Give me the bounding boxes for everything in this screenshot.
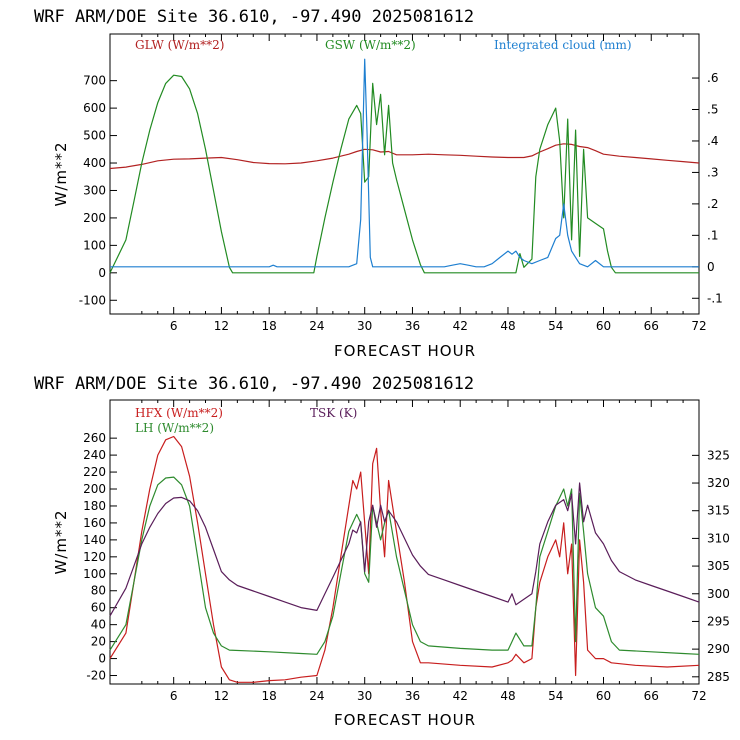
series-line-0-0 <box>109 143 700 170</box>
y-tick-label: 400 <box>83 156 106 170</box>
x-tick-label: 72 <box>691 689 706 703</box>
y2-tick-label: .3 <box>707 165 718 179</box>
top-plot-frame <box>109 33 700 315</box>
y-tick-label: 260 <box>83 431 106 445</box>
bottom-y-ticks: -20 0 20 40 60 80 100 120 140 160 180 200 220 240 260 <box>83 431 117 683</box>
x-tick-label: 18 <box>262 319 277 333</box>
y2-tick-label: 325 <box>707 448 730 462</box>
top-panel: WRF ARM/DOE Site 36.610, -97.490 2025081… <box>34 7 723 360</box>
y2-tick-label: 300 <box>707 587 730 601</box>
x-tick-label: 30 <box>357 689 372 703</box>
y-tick-label: -20 <box>86 669 106 683</box>
y-tick-label: 700 <box>83 74 106 88</box>
series-line-0-2 <box>110 58 699 268</box>
x-tick-label: 6 <box>170 319 178 333</box>
y2-tick-label: 315 <box>707 504 730 518</box>
y-tick-label: 0 <box>98 266 106 280</box>
y2-tick-label: 0 <box>707 260 715 274</box>
y-tick-label: 20 <box>91 635 106 649</box>
series-line-1-1 <box>109 476 700 655</box>
x-tick-label: 12 <box>214 319 229 333</box>
y2-tick-label: 295 <box>707 614 730 628</box>
y-tick-label: 200 <box>83 482 106 496</box>
bottom-plot-frame <box>109 399 700 685</box>
bottom-title: WRF ARM/DOE Site 36.610, -97.490 2025081… <box>34 374 474 394</box>
y2-tick-label: -.1 <box>707 291 723 305</box>
x-tick-label: 18 <box>262 689 277 703</box>
x-tick-label: 24 <box>309 319 324 333</box>
y2-tick-label: .5 <box>707 103 718 117</box>
x-tick-label: 36 <box>405 319 420 333</box>
bottom-series <box>109 435 700 683</box>
y-tick-label: 500 <box>83 129 106 143</box>
top-y-ticks: -100 0 100 200 300 400 500 600 700 <box>79 74 117 307</box>
bottom-y-axis-label: W/m**2 <box>52 509 70 574</box>
x-tick-label: 6 <box>170 689 178 703</box>
x-tick-label: 30 <box>357 319 372 333</box>
x-tick-label: 66 <box>644 319 659 333</box>
x-tick-label: 24 <box>309 689 324 703</box>
y-tick-label: 100 <box>83 567 106 581</box>
bottom-panel: WRF ARM/DOE Site 36.610, -97.490 2025081… <box>34 374 730 729</box>
x-tick-label: 72 <box>691 319 706 333</box>
y-tick-label: 160 <box>83 516 106 530</box>
y-tick-label: 220 <box>83 465 106 479</box>
y-tick-label: 180 <box>83 499 106 513</box>
x-tick-label: 66 <box>644 689 659 703</box>
y2-tick-label: .6 <box>707 71 718 85</box>
bottom-y2-ticks: 285 290 295 300 305 310 315 320 325 <box>692 448 730 684</box>
top-y-axis-label: W/m**2 <box>52 141 70 206</box>
top-x-ticks: 6 12 18 24 30 36 42 48 54 60 66 72 <box>141 34 707 333</box>
y-tick-label: 120 <box>83 550 106 564</box>
x-tick-label: 48 <box>500 689 515 703</box>
y2-tick-label: 310 <box>707 531 730 545</box>
y-tick-label: 140 <box>83 533 106 547</box>
y-tick-label: 100 <box>83 238 106 252</box>
top-y2-ticks: -.1 0 .1 .2 .3 .4 .5 .6 <box>692 71 723 305</box>
y-tick-label: 80 <box>91 584 106 598</box>
x-tick-label: 42 <box>453 319 468 333</box>
y-tick-label: 200 <box>83 211 106 225</box>
x-tick-label: 12 <box>214 689 229 703</box>
x-tick-label: 54 <box>548 319 563 333</box>
series-line-0-1 <box>109 74 699 274</box>
y-tick-label: -100 <box>79 293 106 307</box>
x-tick-label: 42 <box>453 689 468 703</box>
x-tick-label: 60 <box>596 689 611 703</box>
y-tick-label: 60 <box>91 601 106 615</box>
y2-tick-label: 305 <box>707 559 730 573</box>
legend-cloud: Integrated cloud (mm) <box>494 38 632 52</box>
x-tick-label: 60 <box>596 319 611 333</box>
y2-tick-label: .2 <box>707 197 718 211</box>
y2-tick-label: .4 <box>707 134 718 148</box>
y2-tick-label: 290 <box>707 642 730 656</box>
y-tick-label: 240 <box>83 448 106 462</box>
x-tick-label: 36 <box>405 689 420 703</box>
y2-tick-label: 320 <box>707 476 730 490</box>
y-tick-label: 600 <box>83 101 106 115</box>
legend-lh: LH (W/m**2) <box>135 421 214 435</box>
series-line-1-0 <box>109 435 700 683</box>
bottom-x-axis-label: FORECAST HOUR <box>334 711 476 729</box>
y2-tick-label: 285 <box>707 670 730 684</box>
y-tick-label: 40 <box>91 618 106 632</box>
bottom-x-ticks: 6 12 18 24 30 36 42 48 54 60 66 72 <box>141 400 707 703</box>
legend-glw: GLW (W/m**2) <box>135 38 224 52</box>
legend-tsk: TSK (K) <box>310 406 357 420</box>
top-title: WRF ARM/DOE Site 36.610, -97.490 2025081… <box>34 7 474 27</box>
series-line-1-2 <box>109 482 700 617</box>
y-tick-label: 300 <box>83 183 106 197</box>
y-tick-label: 0 <box>98 652 106 666</box>
x-tick-label: 48 <box>500 319 515 333</box>
top-x-axis-label: FORECAST HOUR <box>334 342 476 360</box>
x-tick-label: 54 <box>548 689 563 703</box>
legend-hfx: HFX (W/m**2) <box>135 406 223 420</box>
top-series <box>109 58 700 274</box>
y2-tick-label: .1 <box>707 228 718 242</box>
legend-gsw: GSW (W/m**2) <box>325 38 416 52</box>
